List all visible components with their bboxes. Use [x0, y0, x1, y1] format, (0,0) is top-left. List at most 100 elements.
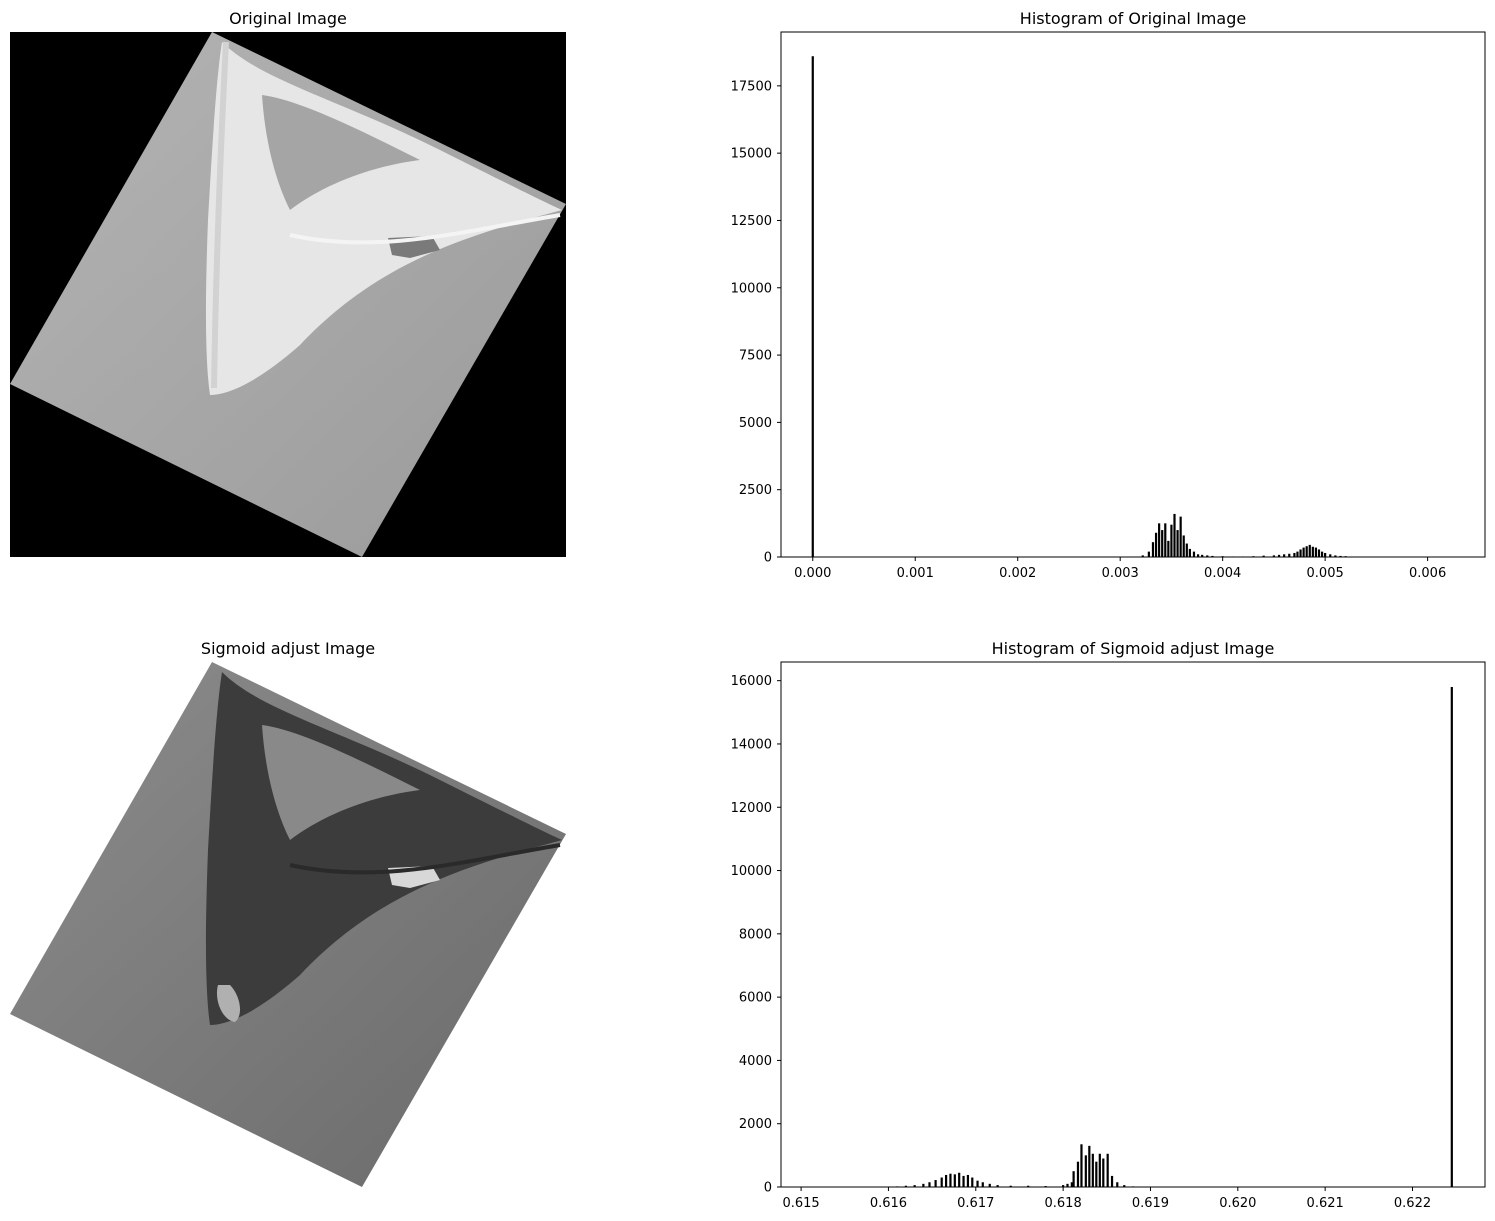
histogram-bar: [1293, 552, 1296, 557]
histogram-bar: [971, 1177, 974, 1187]
histogram-bar: [1182, 535, 1185, 557]
histogram-bar: [976, 1180, 979, 1187]
histogram-bar: [1296, 551, 1299, 557]
sigmoid-image-light-patch: [262, 725, 420, 840]
y-tick-label: 4000: [739, 1054, 772, 1069]
y-tick-label: 10000: [731, 864, 772, 879]
y-tick-label: 12500: [731, 214, 772, 229]
histogram-bar: [1072, 1171, 1075, 1187]
histogram-bar: [1141, 555, 1144, 557]
sigmoid-image-title: Sigmoid adjust Image: [201, 639, 375, 658]
histogram-bar: [1308, 544, 1311, 557]
y-tick-label: 17500: [731, 79, 772, 94]
histogram-original-bars: [811, 56, 1357, 557]
histogram-bar: [1288, 553, 1291, 557]
histogram-original-frame: [780, 31, 1486, 558]
histogram-bar: [1091, 1153, 1094, 1187]
histogram-bar: [896, 1186, 899, 1187]
histogram-bar: [1305, 546, 1308, 557]
histogram-bar: [958, 1172, 961, 1187]
original-image-title: Original Image: [229, 9, 347, 28]
x-tick-label: 0.615: [782, 1196, 819, 1211]
histogram-bar: [1154, 532, 1158, 557]
histogram-bar: [1262, 555, 1265, 557]
histogram-bar: [1211, 555, 1214, 557]
histogram-bar: [1450, 687, 1453, 1187]
histogram-bar: [1173, 513, 1176, 557]
histogram-bar: [1123, 1185, 1126, 1187]
y-tick-label: 6000: [739, 991, 772, 1006]
histogram-bar: [1317, 549, 1321, 557]
y-tick-label: 12000: [731, 801, 772, 816]
histogram-bar: [1110, 1175, 1114, 1187]
y-tick-label: 8000: [739, 927, 772, 942]
histogram-bar: [1188, 548, 1191, 557]
histogram-sigmoid: Histogram of Sigmoid adjust Image 0.615 0…: [731, 639, 1486, 1211]
histogram-bar: [1185, 543, 1188, 557]
x-tick-label: 0.620: [1219, 1196, 1256, 1211]
histogram-bar: [1088, 1145, 1091, 1187]
y-tick-label: 0: [764, 551, 772, 566]
histogram-sigmoid-x-axis: 0.615 0.616 0.617 0.618 0.619 0.620 0.621 0.622: [782, 1187, 1431, 1211]
y-tick-label: 14000: [731, 737, 772, 752]
histogram-bar: [1164, 523, 1167, 557]
histogram-original: Histogram of Original Image 0.000 0.001 0.…: [731, 9, 1486, 581]
histogram-bar: [981, 1182, 984, 1187]
original-image-ridge: [211, 41, 229, 389]
histogram-bar: [962, 1175, 965, 1187]
histogram-bar: [1252, 556, 1255, 557]
x-tick-label: 0.619: [1132, 1196, 1169, 1211]
histogram-bar: [1334, 555, 1337, 557]
y-tick-label: 2000: [739, 1117, 772, 1132]
histogram-bar: [913, 1185, 916, 1187]
histogram-bar: [1062, 1185, 1065, 1187]
histogram-bar: [1242, 556, 1245, 557]
histogram-bar: [1151, 542, 1155, 557]
histogram-sigmoid-frame: [780, 661, 1486, 1188]
y-tick-label: 0: [764, 1181, 772, 1196]
x-tick-label: 0.006: [1409, 566, 1446, 581]
histogram-bar: [944, 1174, 948, 1187]
y-tick-label: 5000: [739, 416, 772, 431]
histogram-bar: [1170, 524, 1173, 557]
histogram-original-y-axis: 0 2500 5000 7500 10000 12500 15000 17500: [731, 79, 781, 566]
histogram-bar: [1311, 546, 1314, 557]
histogram-bar: [988, 1183, 991, 1187]
x-tick-label: 0.002: [999, 566, 1036, 581]
histogram-bar: [1302, 547, 1305, 557]
histogram-bar: [1272, 555, 1275, 557]
histogram-bar: [1066, 1183, 1069, 1187]
sigmoid-image-tip: [216, 985, 241, 1022]
histogram-bar: [1147, 551, 1150, 557]
histogram-bar: [1158, 523, 1161, 557]
y-tick-label: 10000: [731, 281, 772, 296]
histogram-bar: [1324, 552, 1327, 557]
histogram-bar: [1084, 1155, 1087, 1187]
histogram-bar: [904, 1185, 907, 1187]
histogram-bar: [1231, 556, 1235, 557]
histogram-bar: [1098, 1153, 1101, 1187]
x-tick-label: 0.005: [1307, 566, 1344, 581]
histogram-bar: [1102, 1158, 1105, 1187]
histogram-sigmoid-y-axis: 0 2000 4000 6000 8000 10000 12000 14000 16000: [731, 674, 781, 1196]
histogram-bar: [1131, 1186, 1135, 1187]
histogram-bar: [1179, 516, 1182, 557]
histogram-sigmoid-title: Histogram of Sigmoid adjust Image: [992, 639, 1275, 658]
histogram-bar: [1320, 551, 1324, 557]
x-tick-label: 0.617: [957, 1196, 994, 1211]
histogram-bar: [1201, 554, 1204, 557]
histogram-bar: [1027, 1185, 1030, 1187]
histogram-bar: [1070, 1182, 1073, 1187]
histogram-bar: [1095, 1161, 1098, 1187]
y-tick-label: 2500: [739, 483, 772, 498]
histogram-bar: [1221, 556, 1224, 557]
x-tick-label: 0.616: [870, 1196, 907, 1211]
original-image-dark-patch: [262, 95, 420, 210]
histogram-bar: [1176, 530, 1179, 557]
x-tick-label: 0.621: [1307, 1196, 1344, 1211]
histogram-bar: [1344, 556, 1347, 557]
x-tick-label: 0.004: [1204, 566, 1241, 581]
x-tick-label: 0.000: [794, 566, 831, 581]
original-image: [10, 32, 566, 557]
histogram-original-x-axis: 0.000 0.001 0.002 0.003 0.004 0.005 0.006: [794, 557, 1446, 581]
